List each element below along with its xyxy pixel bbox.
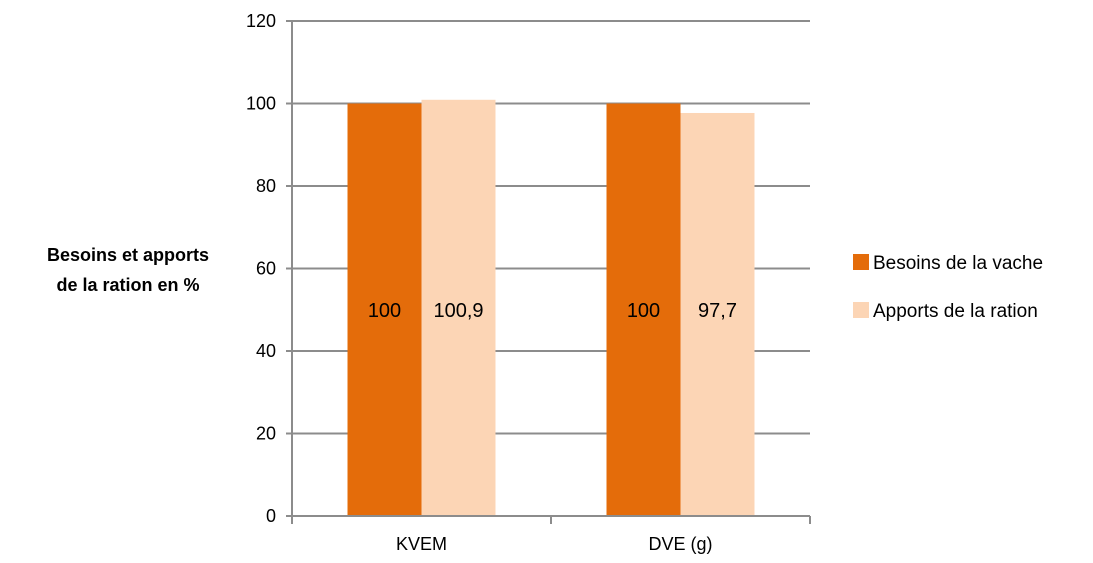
legend-swatch: [853, 254, 869, 270]
data-labels: 100 100,9 100 97,7: [368, 300, 737, 322]
y-tick-label: 100: [246, 94, 276, 114]
y-tick-label: 120: [246, 11, 276, 31]
bar: [606, 103, 681, 516]
legend-label: Apports de la ration: [873, 301, 1038, 322]
data-label: 97,7: [698, 300, 737, 322]
y-axis-title-line-2: de la ration en %: [56, 275, 199, 295]
x-tick-label: DVE (g): [648, 534, 712, 554]
legend-swatch: [853, 302, 869, 318]
data-label: 100,9: [433, 300, 483, 322]
bar: [680, 112, 755, 517]
bar: [347, 103, 422, 516]
y-tick-label: 60: [256, 259, 276, 279]
y-axis-title: Besoins et apports de la ration en %: [47, 245, 209, 295]
y-axis-title-line-1: Besoins et apports: [47, 245, 209, 265]
y-tick-label: 20: [256, 424, 276, 444]
y-tick-label: 0: [266, 506, 276, 526]
data-label: 100: [627, 300, 660, 322]
axes: 0 20 40 60 80 100 120 KVEM DVE (g): [246, 11, 811, 554]
y-tick-label: 80: [256, 176, 276, 196]
bars: [347, 99, 755, 517]
data-label: 100: [368, 300, 401, 322]
bar: [421, 99, 496, 516]
legend-label: Besoins de la vache: [873, 253, 1043, 274]
x-tick-label: KVEM: [396, 534, 447, 554]
y-tick-label: 40: [256, 341, 276, 361]
legend: Besoins de la vache Apports de la ration: [853, 253, 1043, 322]
